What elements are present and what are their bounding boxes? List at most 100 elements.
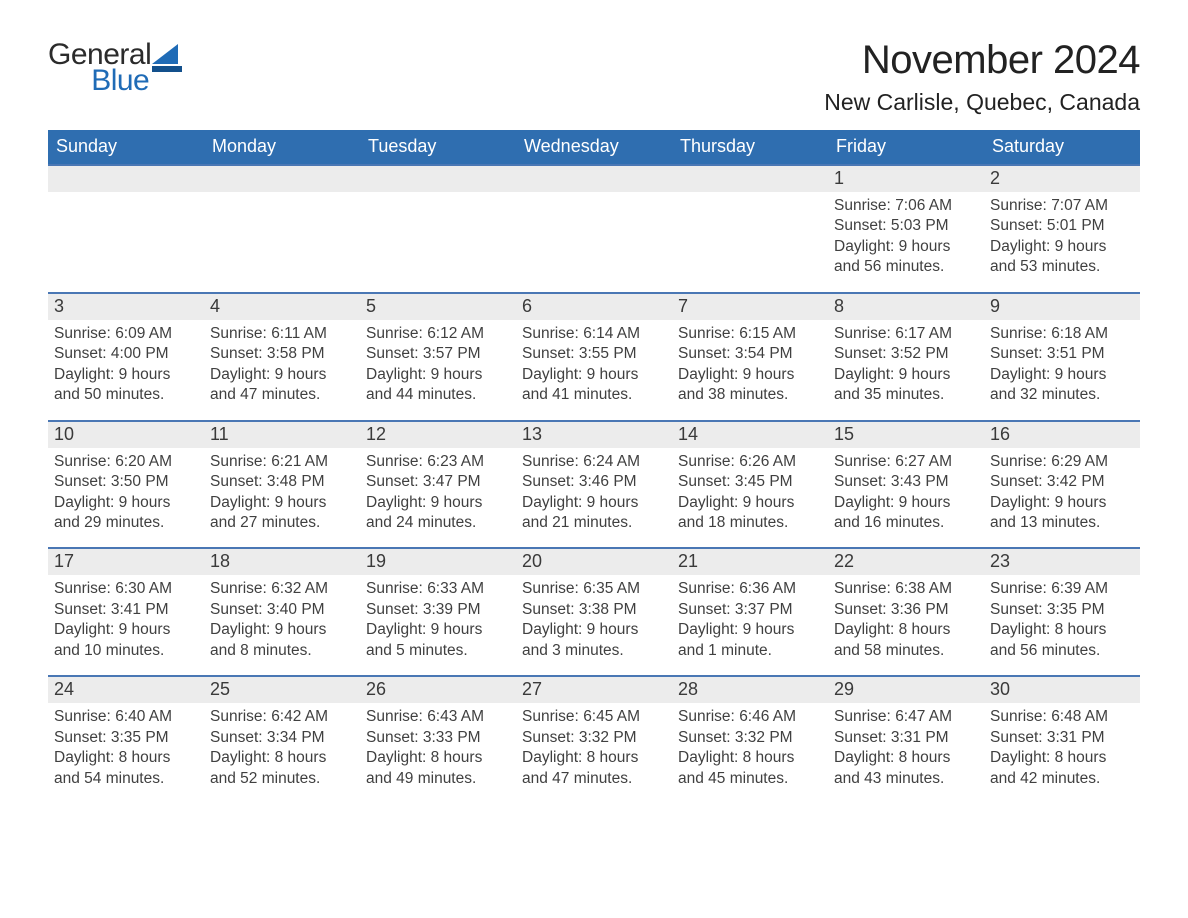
day-details: Sunrise: 6:26 AMSunset: 3:45 PMDaylight:… (672, 448, 828, 534)
sunrise-value: 6:39 AM (1051, 580, 1108, 597)
sunrise-label: Sunrise: (54, 325, 111, 342)
day-number: 5 (360, 294, 516, 320)
sunrise-line: Sunrise: 6:12 AM (366, 324, 510, 344)
sunset-label: Sunset: (210, 729, 263, 746)
day-details: Sunrise: 6:46 AMSunset: 3:32 PMDaylight:… (672, 703, 828, 789)
sunrise-line: Sunrise: 6:17 AM (834, 324, 978, 344)
daylight-line: Daylight: 9 hours and 27 minutes. (210, 493, 354, 534)
sunset-value: 3:35 PM (111, 729, 169, 746)
daylight-line: Daylight: 8 hours and 49 minutes. (366, 748, 510, 789)
sunrise-value: 6:38 AM (895, 580, 952, 597)
page-subtitle: New Carlisle, Quebec, Canada (824, 89, 1140, 116)
sunset-label: Sunset: (522, 729, 575, 746)
daylight-line: Daylight: 9 hours and 24 minutes. (366, 493, 510, 534)
daylight-label: Daylight: (366, 621, 426, 638)
sunset-line: Sunset: 3:51 PM (990, 344, 1134, 364)
sunset-line: Sunset: 3:35 PM (990, 600, 1134, 620)
day-number: 4 (204, 294, 360, 320)
daylight-line: Daylight: 8 hours and 42 minutes. (990, 748, 1134, 789)
day-cell: 7Sunrise: 6:15 AMSunset: 3:54 PMDaylight… (672, 293, 828, 421)
day-cell: 9Sunrise: 6:18 AMSunset: 3:51 PMDaylight… (984, 293, 1140, 421)
sunset-label: Sunset: (366, 729, 419, 746)
daylight-line: Daylight: 9 hours and 8 minutes. (210, 620, 354, 661)
day-cell: 4Sunrise: 6:11 AMSunset: 3:58 PMDaylight… (204, 293, 360, 421)
sunset-label: Sunset: (54, 473, 107, 490)
daylight-line: Daylight: 8 hours and 54 minutes. (54, 748, 198, 789)
day-number: 27 (516, 677, 672, 703)
sunrise-value: 6:11 AM (271, 325, 327, 342)
sunset-line: Sunset: 3:38 PM (522, 600, 666, 620)
daylight-label: Daylight: (834, 366, 894, 383)
day-cell (516, 165, 672, 293)
sunrise-value: 6:43 AM (427, 708, 484, 725)
day-header: Wednesday (516, 130, 672, 165)
day-number: 10 (48, 422, 204, 448)
daylight-label: Daylight: (834, 238, 894, 255)
sunset-label: Sunset: (990, 345, 1043, 362)
sunrise-value: 6:15 AM (739, 325, 796, 342)
daylight-line: Daylight: 8 hours and 43 minutes. (834, 748, 978, 789)
sunrise-value: 6:23 AM (427, 453, 484, 470)
sunrise-label: Sunrise: (678, 580, 735, 597)
daylight-label: Daylight: (210, 494, 270, 511)
day-cell: 29Sunrise: 6:47 AMSunset: 3:31 PMDayligh… (828, 676, 984, 803)
day-details: Sunrise: 6:45 AMSunset: 3:32 PMDaylight:… (516, 703, 672, 789)
day-number: 23 (984, 549, 1140, 575)
day-cell: 1Sunrise: 7:06 AMSunset: 5:03 PMDaylight… (828, 165, 984, 293)
day-details: Sunrise: 6:47 AMSunset: 3:31 PMDaylight:… (828, 703, 984, 789)
day-cell: 2Sunrise: 7:07 AMSunset: 5:01 PMDaylight… (984, 165, 1140, 293)
day-cell: 26Sunrise: 6:43 AMSunset: 3:33 PMDayligh… (360, 676, 516, 803)
sunrise-line: Sunrise: 6:21 AM (210, 452, 354, 472)
day-details: Sunrise: 6:11 AMSunset: 3:58 PMDaylight:… (204, 320, 360, 406)
day-details: Sunrise: 6:43 AMSunset: 3:33 PMDaylight:… (360, 703, 516, 789)
sunrise-label: Sunrise: (678, 325, 735, 342)
daylight-label: Daylight: (990, 621, 1050, 638)
daylight-label: Daylight: (522, 494, 582, 511)
sunset-label: Sunset: (210, 473, 263, 490)
daylight-line: Daylight: 9 hours and 29 minutes. (54, 493, 198, 534)
sunset-value: 3:32 PM (579, 729, 637, 746)
day-cell: 18Sunrise: 6:32 AMSunset: 3:40 PMDayligh… (204, 548, 360, 676)
day-cell: 16Sunrise: 6:29 AMSunset: 3:42 PMDayligh… (984, 421, 1140, 549)
calendar-page: General Blue November 2024 New Carlisle,… (0, 0, 1188, 918)
daylight-label: Daylight: (990, 366, 1050, 383)
sunset-line: Sunset: 3:58 PM (210, 344, 354, 364)
day-details: Sunrise: 6:21 AMSunset: 3:48 PMDaylight:… (204, 448, 360, 534)
day-cell: 5 Sunrise: 6:12 AMSunset: 3:57 PMDaylight… (360, 293, 516, 421)
day-details: Sunrise: 6:42 AMSunset: 3:34 PMDaylight:… (204, 703, 360, 789)
sunrise-line: Sunrise: 6:11 AM (210, 324, 354, 344)
daylight-label: Daylight: (366, 494, 426, 511)
sunrise-label: Sunrise: (366, 708, 423, 725)
daylight-line: Daylight: 9 hours and 44 minutes. (366, 365, 510, 406)
sunset-value: 3:39 PM (423, 601, 481, 618)
sunset-line: Sunset: 3:57 PM (366, 344, 510, 364)
sunrise-label: Sunrise: (522, 708, 579, 725)
daylight-line: Daylight: 9 hours and 21 minutes. (522, 493, 666, 534)
daylight-label: Daylight: (366, 749, 426, 766)
daylight-label: Daylight: (834, 494, 894, 511)
sunset-line: Sunset: 3:43 PM (834, 472, 978, 492)
daylight-label: Daylight: (210, 749, 270, 766)
day-header: Tuesday (360, 130, 516, 165)
day-details: Sunrise: 6:18 AMSunset: 3:51 PMDaylight:… (984, 320, 1140, 406)
sunrise-line: Sunrise: 6:30 AM (54, 579, 198, 599)
day-details: Sunrise: 7:07 AMSunset: 5:01 PMDaylight:… (984, 192, 1140, 278)
sunrise-label: Sunrise: (834, 453, 891, 470)
sunrise-line: Sunrise: 6:35 AM (522, 579, 666, 599)
sunset-value: 5:03 PM (891, 217, 949, 234)
sunrise-value: 7:06 AM (895, 197, 952, 214)
day-number (204, 166, 360, 192)
day-details: Sunrise: 6:29 AMSunset: 3:42 PMDaylight:… (984, 448, 1140, 534)
sunrise-line: Sunrise: 6:39 AM (990, 579, 1134, 599)
sunset-label: Sunset: (54, 345, 107, 362)
sunset-line: Sunset: 3:55 PM (522, 344, 666, 364)
sunset-label: Sunset: (366, 473, 419, 490)
week-row: 17Sunrise: 6:30 AMSunset: 3:41 PMDayligh… (48, 548, 1140, 676)
daylight-line: Daylight: 9 hours and 53 minutes. (990, 237, 1134, 278)
sunrise-line: Sunrise: 6:38 AM (834, 579, 978, 599)
sunset-value: 3:41 PM (111, 601, 169, 618)
sunrise-line: Sunrise: 6:29 AM (990, 452, 1134, 472)
sunset-value: 3:57 PM (423, 345, 481, 362)
daylight-line: Daylight: 9 hours and 13 minutes. (990, 493, 1134, 534)
day-details: Sunrise: 6:33 AMSunset: 3:39 PMDaylight:… (360, 575, 516, 661)
